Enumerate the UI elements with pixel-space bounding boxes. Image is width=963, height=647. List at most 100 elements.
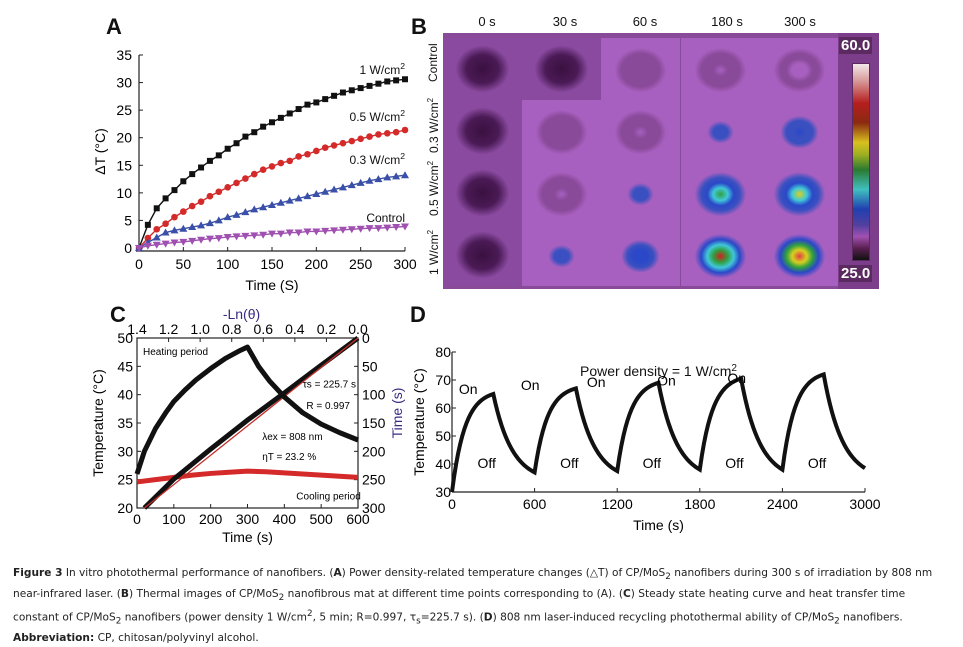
y-tick-label: 10 — [116, 185, 132, 201]
thermal-image-cell — [760, 224, 839, 286]
data-point — [330, 227, 339, 235]
x-tick-label: 0 — [135, 256, 143, 272]
caption-subscript: 2 — [665, 572, 671, 583]
data-point — [392, 128, 400, 136]
data-point — [223, 213, 232, 221]
data-point — [384, 78, 391, 85]
legend-label: 1 W/cm2 — [360, 61, 406, 77]
data-point — [233, 140, 240, 147]
caption-subscript: s — [416, 616, 421, 627]
abbreviation-label: Abbreviation: — [13, 632, 95, 645]
data-point — [402, 76, 408, 83]
data-point — [295, 106, 302, 113]
data-point — [233, 179, 240, 187]
legend-label: Control — [366, 211, 405, 225]
caption-subscript: 2 — [278, 592, 285, 603]
thermal-image-cell — [601, 224, 680, 286]
y-tick-label: 0 — [124, 240, 132, 256]
data-point — [357, 135, 364, 143]
series-1-w-cm- — [136, 76, 408, 251]
thermal-image-cell — [522, 100, 601, 162]
caption-ref-b: B — [120, 587, 129, 600]
data-point — [339, 139, 347, 147]
data-point — [242, 175, 249, 182]
data-point — [241, 208, 250, 216]
series-line — [138, 129, 406, 249]
x-tick-label: 150 — [260, 256, 284, 272]
time-column-label: 60 s — [632, 14, 658, 29]
data-point — [170, 239, 179, 247]
data-point — [401, 171, 409, 179]
data-point — [250, 232, 259, 240]
data-point — [276, 198, 285, 206]
data-point — [162, 195, 169, 202]
caption-ref-a: A — [333, 567, 342, 579]
y-tick-label: 5 — [124, 212, 132, 228]
power-row-label: 0.5 W/cm2 — [426, 160, 441, 216]
thermal-image-cell — [760, 38, 839, 100]
data-point — [392, 224, 401, 232]
panel-letter-d: D — [410, 302, 426, 327]
thermal-image-cell — [522, 162, 601, 224]
thermal-image-cell — [681, 100, 760, 162]
caption-line-1: Figure 3 In vitro photothermal performan… — [13, 565, 953, 630]
colorbar-min-label: 25.0 — [839, 265, 873, 282]
x-tick-label: 250 — [349, 256, 373, 272]
data-point — [401, 126, 409, 134]
data-point — [232, 210, 241, 218]
caption-ref-d: D — [483, 611, 493, 624]
data-point — [303, 228, 312, 236]
data-point — [153, 205, 160, 212]
thermal-image-cell — [443, 224, 522, 286]
legend-label: 0.3 W/cm2 — [350, 151, 406, 167]
data-point — [277, 159, 285, 167]
power-row-label: Control — [426, 42, 440, 82]
x-axis-label: Time (S) — [245, 277, 298, 293]
abbreviation-text: CP, chitosan/polyvinyl alcohol. — [94, 632, 259, 645]
data-point — [375, 80, 382, 87]
power-row-label: 1 W/cm2 — [426, 229, 441, 275]
data-point — [313, 147, 320, 155]
data-point — [205, 219, 214, 227]
data-point — [276, 230, 285, 238]
data-point — [294, 194, 303, 202]
data-point — [171, 187, 178, 194]
data-point — [144, 221, 151, 228]
caption-text: nanofibers (power density 1 W/cm — [121, 611, 308, 624]
data-point — [188, 202, 196, 210]
data-point — [374, 225, 383, 233]
x-tick-label: 100 — [216, 256, 240, 272]
data-point — [198, 164, 205, 171]
colorbar-max-label: 60.0 — [839, 37, 873, 54]
y-tick-label: 25 — [116, 102, 132, 118]
caption-text: ) Thermal images of CP/MoS — [129, 587, 279, 600]
y-tick-label: 30 — [116, 75, 132, 91]
data-point — [214, 235, 223, 243]
data-point — [188, 223, 197, 231]
caption-text: ) 808 nm laser-induced recycling phototh… — [492, 611, 835, 624]
data-point — [285, 196, 294, 204]
data-point — [312, 189, 321, 197]
caption-subscript: 2 — [115, 616, 122, 627]
data-point — [259, 166, 267, 173]
figure-label: Figure 3 — [13, 567, 63, 579]
data-point — [295, 153, 302, 160]
x-tick-label: 300 — [393, 256, 417, 272]
data-point — [347, 181, 356, 189]
data-point — [161, 240, 170, 248]
thermal-image-cell — [681, 162, 760, 224]
data-point — [393, 77, 400, 84]
data-point — [277, 114, 284, 121]
data-point — [304, 150, 311, 158]
data-point — [179, 238, 188, 246]
data-point — [205, 235, 214, 243]
y-tick-label: 35 — [116, 47, 132, 63]
data-point — [206, 157, 213, 164]
data-point — [135, 245, 143, 252]
data-point — [338, 226, 347, 234]
caption-abbreviation: Abbreviation: CP, chitosan/polyvinyl alc… — [13, 630, 953, 647]
thermal-image-cell — [681, 224, 760, 286]
data-point — [180, 178, 187, 185]
thermal-image-grid: 60.0 25.0 — [443, 33, 879, 289]
caption-text: =225.7 s). ( — [420, 611, 484, 624]
